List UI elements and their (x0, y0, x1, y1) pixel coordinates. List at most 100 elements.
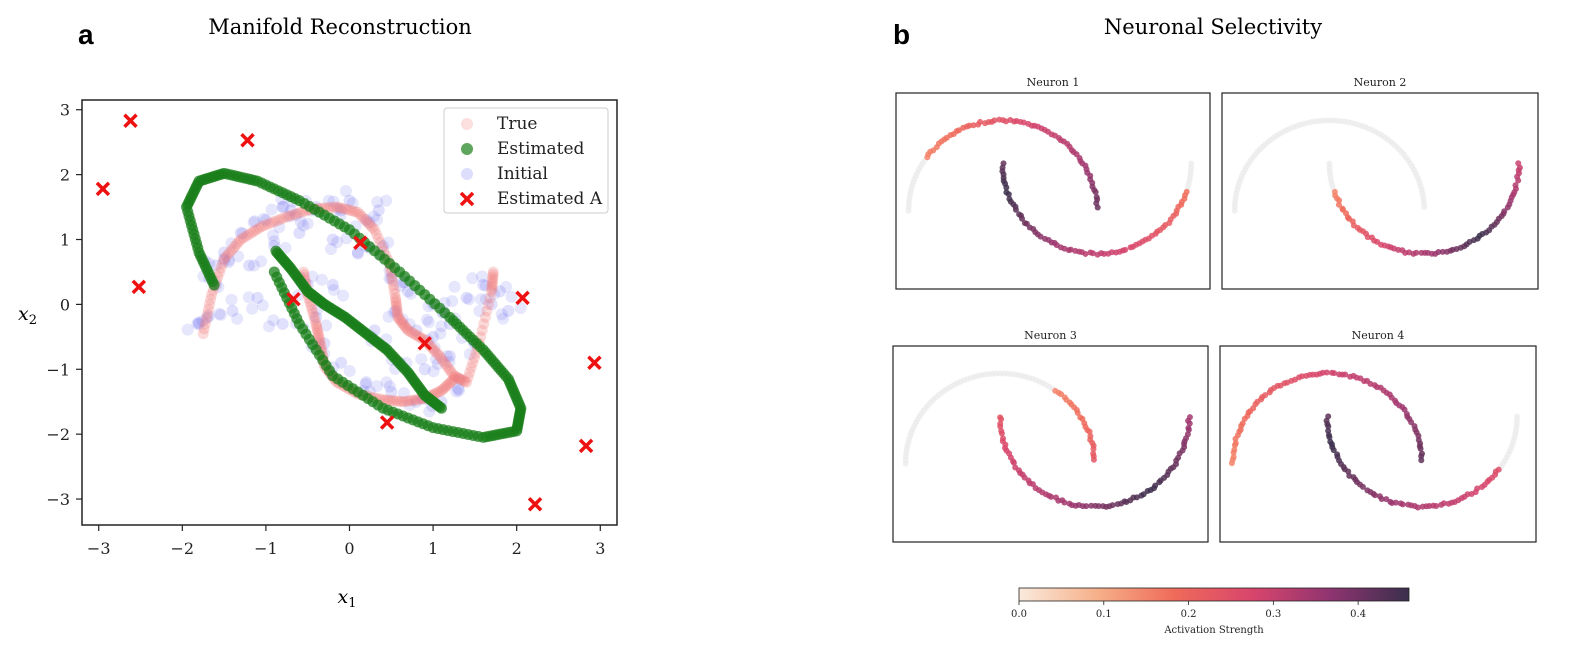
estimated-a-marker (286, 291, 301, 307)
initial-point (196, 315, 209, 328)
true-point (256, 221, 268, 233)
active-point (1231, 446, 1238, 453)
true-point (284, 210, 296, 222)
true-point (331, 201, 343, 213)
y-tick-label: −2 (46, 425, 70, 444)
true-point (213, 266, 225, 278)
initial-point (477, 278, 490, 291)
true-point (430, 346, 442, 358)
initial-point (466, 272, 479, 285)
estimated-a-marker (95, 181, 111, 197)
true-point (444, 365, 456, 377)
true-point (224, 246, 236, 258)
initial-point (420, 313, 433, 326)
true-point (432, 348, 444, 360)
legend-marker-estimated (461, 143, 473, 155)
initial-point (315, 273, 328, 286)
true-point (203, 298, 215, 310)
active-point (1325, 423, 1332, 430)
colorbar-tick-label: 0.1 (1096, 609, 1112, 620)
inactive-point (1421, 204, 1428, 211)
initial-point (380, 194, 393, 207)
true-point (486, 281, 498, 293)
initial-point (301, 217, 314, 230)
initial-point (181, 323, 194, 336)
initial-point (376, 239, 389, 252)
true-point (311, 320, 323, 332)
neuron-subplot-frame (895, 92, 1211, 290)
initial-point (242, 291, 255, 304)
true-point (392, 311, 404, 323)
initial-point (255, 255, 268, 268)
x-tick-label: −1 (254, 539, 278, 558)
true-point (408, 328, 420, 340)
true-point (307, 307, 319, 319)
active-point (1336, 197, 1343, 204)
initial-point (327, 195, 340, 208)
initial-point (479, 279, 492, 292)
active-point (1005, 191, 1012, 198)
initial-point (214, 308, 227, 321)
true-point (313, 330, 325, 342)
estimated-a-marker (131, 279, 147, 295)
colorbar-gradient (1018, 587, 1410, 602)
initial-point (474, 293, 487, 306)
true-point (462, 371, 474, 383)
true-point (465, 362, 477, 374)
active-point (970, 122, 977, 129)
estimated-a-marker (515, 290, 530, 306)
true-point (424, 340, 436, 352)
true-point (400, 321, 412, 333)
active-point (1342, 371, 1349, 378)
true-point (434, 350, 446, 362)
estimated-a-marker (353, 235, 368, 250)
initial-point (363, 216, 376, 229)
active-point (1061, 499, 1068, 506)
true-point (392, 309, 404, 321)
initial-point (257, 212, 270, 225)
true-point (389, 292, 401, 304)
initial-point (475, 270, 488, 283)
neuron-subplot-frame (1221, 92, 1539, 290)
neuron-subplot-title: Neuron 3 (1024, 329, 1077, 342)
true-point (358, 213, 370, 225)
true-point (436, 353, 448, 365)
initial-point (213, 307, 226, 320)
active-point (1414, 504, 1421, 511)
x-axis-label: x1 (338, 586, 357, 611)
colorbar: 0.0 0.1 0.2 0.3 0.4 Activation Strength (1011, 587, 1410, 636)
true-point (226, 243, 238, 255)
true-point (231, 238, 243, 250)
true-point (281, 211, 293, 223)
initial-point (505, 290, 518, 303)
true-point (445, 376, 457, 388)
initial-point (339, 184, 352, 197)
initial-point (427, 365, 440, 378)
true-point (402, 324, 414, 336)
true-point (235, 234, 247, 246)
true-point (406, 395, 418, 407)
true-point (229, 241, 241, 253)
true-point (454, 373, 466, 385)
neuron-selectivity-panel: Neuron 1 Neuron 2 Neuron 3 Neuron 4 (892, 76, 1539, 543)
initial-point (398, 387, 411, 400)
true-point (390, 299, 402, 311)
true-point (265, 217, 277, 229)
initial-point (452, 382, 465, 395)
panel-b-letter: b (893, 19, 910, 50)
initial-point (277, 200, 290, 213)
active-point (1433, 502, 1440, 509)
initial-point (430, 353, 443, 366)
true-point (222, 248, 234, 260)
active-point (1501, 208, 1508, 215)
initial-point (246, 302, 259, 315)
neuron-subplot-title: Neuron 1 (1027, 76, 1080, 89)
initial-point (203, 309, 216, 322)
true-point (431, 387, 443, 399)
true-point (393, 395, 405, 407)
initial-point (460, 291, 473, 304)
estimated-a-marker (527, 496, 543, 512)
true-point (253, 222, 265, 234)
initial-point (263, 320, 276, 333)
active-point (1378, 495, 1385, 502)
